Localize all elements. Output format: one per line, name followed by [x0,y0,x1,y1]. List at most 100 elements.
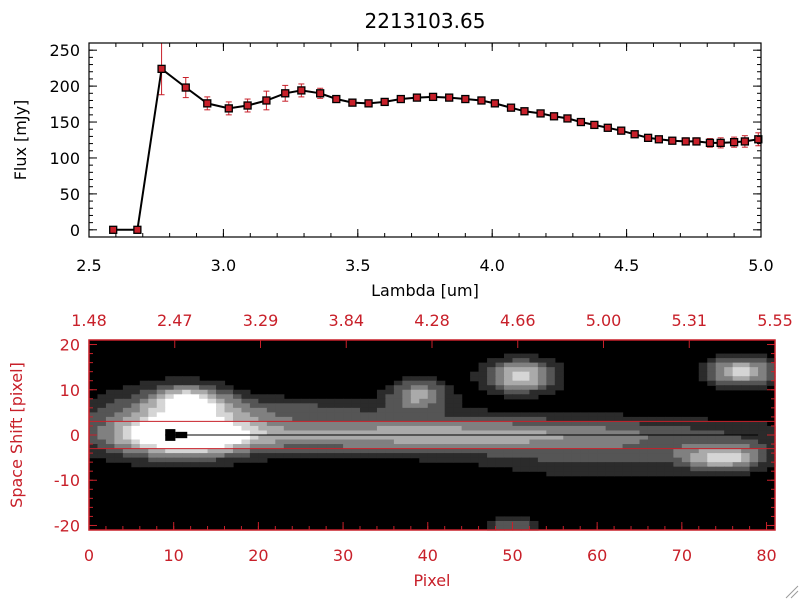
y-tick-label: 150 [49,113,80,132]
image-pixel [681,430,691,436]
image-pixel [715,430,725,436]
image-pixel [266,448,276,454]
image-pixel [656,425,666,432]
image-pixel [199,421,209,427]
image-pixel [122,444,132,450]
image-pixel [444,398,454,404]
image-pixel [385,448,395,454]
image-pixel [529,457,539,463]
image-pixel [207,448,217,454]
image-pixel [554,371,564,377]
image-pixel [182,403,192,409]
image-pixel [122,412,132,418]
image-pixel [453,412,463,418]
image-pixel [402,380,412,386]
image-pixel [173,439,183,445]
image-pixel [495,412,505,418]
image-pixel [419,407,429,413]
image-pixel [741,457,751,463]
image-pixel [283,416,293,423]
image-pixel [351,430,361,436]
image-pixel [512,462,522,468]
image-pixel [444,439,454,445]
image-pixel [681,466,691,472]
image-pixel [503,448,514,454]
image-pixel [597,448,607,454]
image-pixel [512,380,522,386]
image-pixel [139,462,149,468]
image-pixel [190,380,200,386]
image-pixel [512,412,522,418]
image-pixel [410,398,420,404]
image-pixel [597,444,607,450]
image-pixel [275,453,285,459]
image-pixel [283,398,293,404]
image-pixel [749,376,759,382]
image-pixel [402,425,412,432]
image-pixel [715,421,725,427]
image-pixel [503,380,514,386]
image-pixel [114,412,124,418]
image-pixel [89,430,99,436]
y-tick-label: 10 [60,381,80,400]
image-pixel [715,457,725,463]
image-pixel [258,421,268,427]
image-pixel [122,398,132,404]
image-pixel [156,435,166,441]
image-pixel [715,425,725,432]
image-pixel [258,444,268,450]
image-pixel [758,430,768,436]
image-pixel [199,448,209,454]
image-pixel [571,457,581,463]
image-pixel [368,430,378,436]
image-pixel [385,398,395,404]
image-pixel [673,416,683,423]
image-pixel [241,430,251,436]
image-pixel [393,430,403,436]
image-pixel [664,421,674,427]
top-tick-label: 3.84 [328,311,364,330]
image-pixel [376,421,387,427]
image-pixel [503,444,514,450]
image-pixel [512,416,522,423]
image-pixel [343,407,353,413]
spectrum-y-axis: 0 50 100 150 200 250 [49,41,761,240]
image-pixel [216,398,226,404]
image-pixel [292,398,302,404]
image-pixel [165,394,175,400]
image-pixel [410,430,420,436]
image-pixel [89,403,99,409]
image-pixel [207,398,217,404]
image-pixel [758,448,768,454]
image-pixel [216,435,226,441]
image-pixel [563,416,573,423]
image-pixel [487,412,497,418]
image-pixel [554,462,564,468]
image-pixel [402,403,412,409]
image-pixel [766,362,776,368]
image-pixel [546,462,556,468]
image-pixel [487,453,497,459]
resize-grip-icon[interactable] [785,585,799,599]
image-pixel [165,416,175,423]
image-pixel [546,380,556,386]
image-pixel [393,439,403,445]
image-pixel [139,385,149,391]
image-pixel [317,448,327,454]
image-pixel [207,444,217,450]
image-pixel [97,394,107,400]
image-pixel [402,376,412,382]
image-pixel [182,389,192,395]
image-y-axis: -20 -10 0 10 20 [54,336,775,535]
image-pixel [563,448,573,454]
image-pixel [326,430,336,436]
image-pixel [436,435,446,441]
image-pixel [393,394,403,400]
image-pixel [275,439,285,445]
image-pixel [376,435,387,441]
image-pixel [766,439,776,445]
image-pixel [393,380,403,386]
x-tick-label: 3.0 [211,256,236,275]
image-pixel [690,453,700,459]
image-pixel [351,453,361,459]
